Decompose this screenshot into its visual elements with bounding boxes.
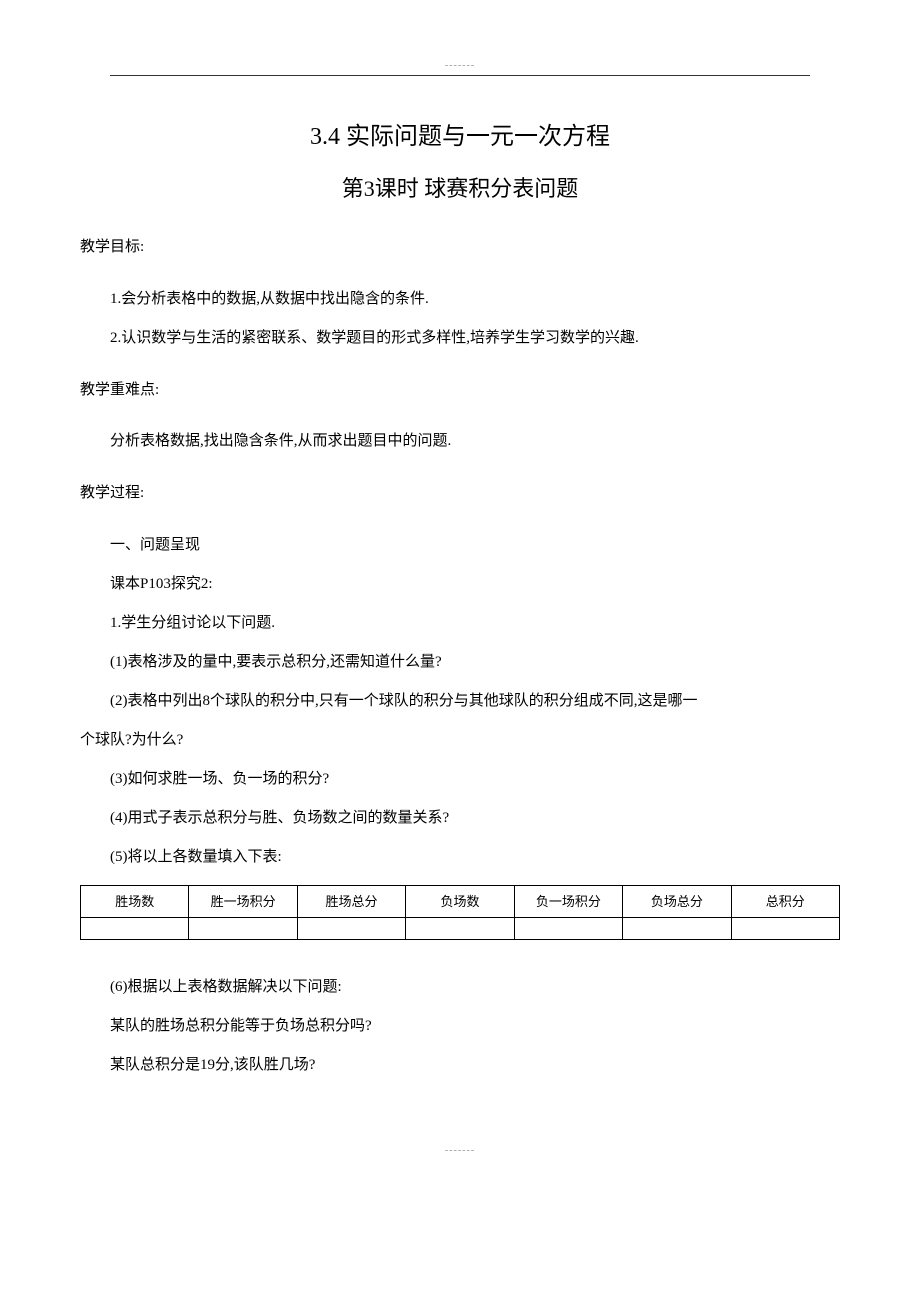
question-3: (3)如何求胜一场、负一场的积分? — [80, 760, 840, 799]
main-title: 3.4 实际问题与一元一次方程 — [80, 116, 840, 151]
goal-item-1: 1.会分析表格中的数据,从数据中找出隐含的条件. — [80, 280, 840, 319]
score-table: 胜场数 胜一场积分 胜场总分 负场数 负一场积分 负场总分 总积分 — [80, 885, 840, 941]
question-2-line1: (2)表格中列出8个球队的积分中,只有一个球队的积分与其他球队的积分组成不同,这… — [80, 682, 840, 721]
cell-lose-points — [514, 918, 622, 940]
question-6a: 某队的胜场总积分能等于负场总积分吗? — [80, 1007, 840, 1046]
goal-item-2: 2.认识数学与生活的紧密联系、数学题目的形式多样性,培养学生学习数学的兴趣. — [80, 319, 840, 358]
process-sub-2: 课本P103探究2: — [80, 565, 840, 604]
table-header-row: 胜场数 胜一场积分 胜场总分 负场数 负一场积分 负场总分 总积分 — [81, 885, 840, 918]
col-win-count: 胜场数 — [81, 885, 189, 918]
sub-title: 第3课时 球赛积分表问题 — [80, 171, 840, 203]
question-6: (6)根据以上表格数据解决以下问题: — [80, 968, 840, 1007]
col-grand-total: 总积分 — [731, 885, 839, 918]
footer-ellipsis: ------- — [80, 1145, 840, 1156]
cell-win-points — [189, 918, 297, 940]
cell-win-count — [81, 918, 189, 940]
question-2-line2: 个球队?为什么? — [80, 721, 840, 760]
table-row — [81, 918, 840, 940]
col-lose-count: 负场数 — [406, 885, 514, 918]
col-lose-points: 负一场积分 — [514, 885, 622, 918]
difficulty-body: 分析表格数据,找出隐含条件,从而求出题目中的问题. — [80, 422, 840, 461]
difficulty-heading: 教学重难点: — [80, 376, 840, 405]
process-sub-1: 一、问题呈现 — [80, 526, 840, 565]
process-sub-3: 1.学生分组讨论以下问题. — [80, 604, 840, 643]
goals-heading: 教学目标: — [80, 233, 840, 262]
col-win-points: 胜一场积分 — [189, 885, 297, 918]
cell-grand-total — [731, 918, 839, 940]
header-rule — [110, 75, 810, 76]
col-win-total: 胜场总分 — [297, 885, 405, 918]
question-5: (5)将以上各数量填入下表: — [80, 838, 840, 877]
cell-lose-total — [623, 918, 731, 940]
cell-win-total — [297, 918, 405, 940]
header-ellipsis: ------- — [80, 60, 840, 71]
question-4: (4)用式子表示总积分与胜、负场数之间的数量关系? — [80, 799, 840, 838]
cell-lose-count — [406, 918, 514, 940]
question-1: (1)表格涉及的量中,要表示总积分,还需知道什么量? — [80, 643, 840, 682]
col-lose-total: 负场总分 — [623, 885, 731, 918]
process-heading: 教学过程: — [80, 479, 840, 508]
question-6b: 某队总积分是19分,该队胜几场? — [80, 1046, 840, 1085]
